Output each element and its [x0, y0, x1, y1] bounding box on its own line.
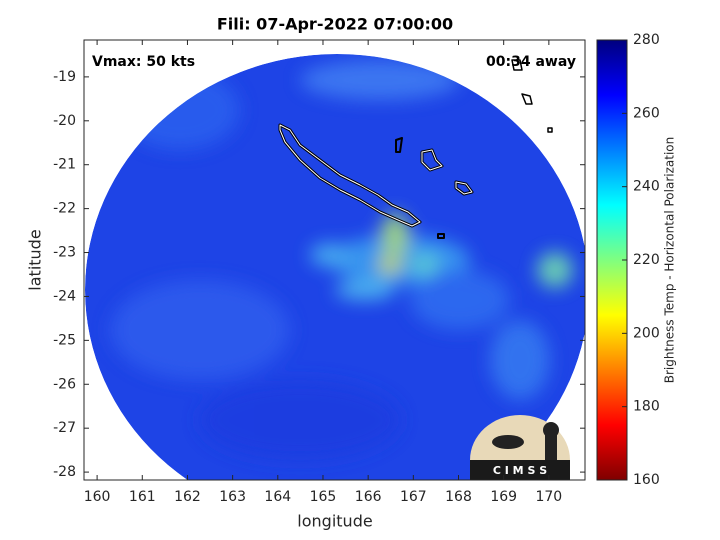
y-tick-label: -26: [53, 376, 76, 392]
x-tick-label: 169: [490, 489, 517, 505]
colorbar-tick-label: 260: [633, 105, 660, 121]
y-axis-label: latitude: [26, 229, 45, 290]
x-tick-label: 163: [219, 489, 246, 505]
x-tick-label: 165: [310, 489, 337, 505]
colorbar-label: Brightness Temp - Horizontal Polarizatio…: [663, 137, 677, 384]
title: Fili: 07-Apr-2022 07:00:00: [217, 15, 453, 34]
colorbar-tick-label: 240: [633, 179, 660, 195]
vmax-annotation: Vmax: 50 kts: [92, 54, 195, 70]
x-tick-label: 162: [174, 489, 201, 505]
y-tick-label: -25: [53, 332, 76, 348]
x-tick-label: 164: [264, 489, 291, 505]
y-tick-label: -24: [53, 288, 76, 304]
colorbar-tick-label: 200: [633, 325, 660, 341]
y-tick-label: -19: [53, 69, 76, 85]
logo-text: C I M S S: [493, 464, 547, 477]
y-tick-label: -23: [53, 245, 76, 261]
x-tick-label: 170: [535, 489, 562, 505]
time-annotation: 00:34 away: [486, 54, 576, 70]
y-tick-label: -27: [53, 420, 76, 436]
y-tick-label: -20: [53, 113, 76, 129]
x-tick-label: 160: [84, 489, 111, 505]
y-tick-label: -21: [53, 157, 76, 173]
y-tick-label: -22: [53, 201, 76, 217]
x-axis-label: longitude: [297, 512, 372, 531]
colorbar-tick-label: 180: [633, 399, 660, 415]
colorbar-tick-label: 280: [633, 32, 660, 48]
axes-box: [83, 39, 586, 481]
colorbar-tick-label: 160: [633, 472, 660, 488]
x-tick-label: 167: [400, 489, 427, 505]
y-tick-label: -28: [53, 464, 76, 480]
logo: C I M S S: [470, 415, 570, 480]
x-tick-label: 161: [129, 489, 156, 505]
coastline: [278, 59, 553, 239]
colorbar-tick-label: 220: [633, 252, 660, 268]
swath: [85, 54, 585, 480]
x-tick-label: 166: [355, 489, 382, 505]
x-tick-label: 168: [445, 489, 472, 505]
